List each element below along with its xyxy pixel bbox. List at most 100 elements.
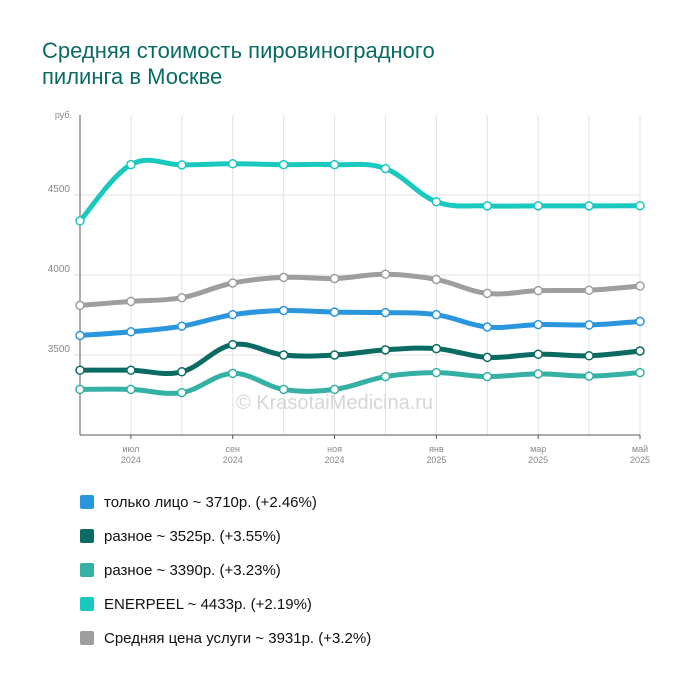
x-tick-label-month: май (632, 444, 648, 454)
data-point (431, 367, 442, 378)
legend-item[interactable]: разное ~ 3525р. (+3.55%) (80, 519, 371, 553)
data-point (227, 159, 238, 169)
data-point (227, 309, 238, 320)
x-tick-label-year: 2025 (630, 455, 650, 465)
y-tick-label: 3500 (48, 344, 71, 355)
x-tick-label-year: 2025 (528, 455, 548, 465)
data-point (584, 351, 594, 361)
data-point (126, 296, 136, 307)
x-tick-label-month: ноя (327, 444, 342, 454)
data-point (635, 316, 645, 327)
data-point (227, 339, 238, 350)
data-point (278, 350, 289, 360)
data-point (380, 163, 391, 174)
x-tick-label-year: 2024 (223, 455, 243, 465)
data-point (177, 292, 187, 303)
data-point (533, 349, 543, 359)
data-point (177, 367, 187, 377)
data-point (126, 384, 136, 395)
data-point (431, 309, 442, 320)
data-point (278, 272, 289, 283)
series-line (77, 271, 643, 308)
data-point (533, 369, 543, 379)
data-point (431, 196, 442, 207)
data-point (482, 322, 493, 332)
legend-item[interactable]: Средняя цена услуги ~ 3931р. (+3.2%) (80, 621, 371, 655)
data-point (635, 281, 645, 291)
legend-swatch (80, 563, 94, 577)
data-point (380, 269, 391, 279)
legend-label: Средняя цена услуги ~ 3931р. (+3.2%) (104, 629, 372, 647)
data-point (227, 368, 238, 379)
data-point (482, 288, 493, 299)
watermark: © KrasotaiMedicina.ru (236, 392, 434, 414)
series-line (77, 307, 643, 338)
data-point (75, 365, 85, 375)
data-point (278, 305, 289, 316)
legend-item[interactable]: ENERPEEL ~ 4433р. (+2.19%) (80, 587, 371, 621)
data-point (177, 387, 187, 398)
data-point (329, 350, 340, 360)
data-point (329, 307, 340, 317)
data-point (126, 327, 136, 337)
data-point (635, 200, 645, 211)
data-point (177, 321, 187, 331)
data-point (380, 371, 391, 382)
data-point (431, 343, 442, 354)
data-point (329, 273, 340, 284)
chart-title: Средняя стоимость пировиноградного пилин… (42, 38, 562, 90)
series-line (77, 157, 643, 224)
data-point (75, 384, 85, 395)
data-point (227, 278, 238, 288)
data-point (329, 159, 340, 170)
data-point (126, 159, 136, 170)
data-point (584, 201, 594, 211)
x-tick-label-year: 2025 (426, 455, 446, 465)
data-point (584, 371, 594, 381)
data-point (380, 307, 391, 318)
data-point (635, 367, 645, 378)
data-point (482, 352, 493, 363)
data-point (482, 371, 493, 382)
data-point (75, 216, 85, 226)
data-point (635, 346, 645, 356)
data-point (75, 330, 85, 341)
legend-label: ENERPEEL ~ 4433р. (+2.19%) (104, 595, 312, 613)
y-tick-label: 4500 (48, 184, 71, 195)
data-point (380, 345, 391, 355)
legend-item[interactable]: разное ~ 3390р. (+3.23%) (80, 553, 371, 587)
data-point (329, 384, 340, 395)
legend-label: разное ~ 3525р. (+3.55%) (104, 527, 281, 545)
legend-swatch (80, 631, 94, 645)
chart-title-line-1: Средняя стоимость пировиноградного (42, 38, 435, 63)
y-tick-label: 4000 (48, 264, 71, 275)
data-point (278, 159, 289, 170)
legend-swatch (80, 495, 94, 509)
legend: только лицо ~ 3710р. (+2.46%) разное ~ 3… (80, 485, 371, 655)
series-line (77, 341, 643, 377)
legend-label: только лицо ~ 3710р. (+2.46%) (104, 493, 317, 511)
legend-swatch (80, 529, 94, 543)
x-tick-label-month: сен (225, 444, 240, 454)
x-tick-label-year: 2024 (325, 455, 345, 465)
legend-label: разное ~ 3390р. (+3.23%) (104, 561, 281, 579)
data-point (75, 300, 85, 311)
data-point (533, 201, 543, 211)
x-tick-label-month: янв (429, 444, 444, 454)
data-point (126, 365, 136, 375)
x-tick-label-month: июл (122, 444, 139, 454)
data-point (533, 319, 543, 330)
data-point (533, 285, 543, 296)
data-point (584, 285, 594, 295)
data-point (482, 201, 493, 211)
x-tick-label-month: мар (530, 444, 546, 454)
data-point (431, 274, 442, 285)
y-unit-label: руб. (55, 110, 72, 120)
data-point (584, 320, 594, 330)
x-tick-label-year: 2024 (121, 455, 141, 465)
line-chart: 350040004500руб.июл2024сен2024ноя2024янв… (48, 110, 650, 465)
data-point (177, 160, 187, 170)
data-point (278, 384, 289, 395)
legend-item[interactable]: только лицо ~ 3710р. (+2.46%) (80, 485, 371, 519)
legend-swatch (80, 597, 94, 611)
